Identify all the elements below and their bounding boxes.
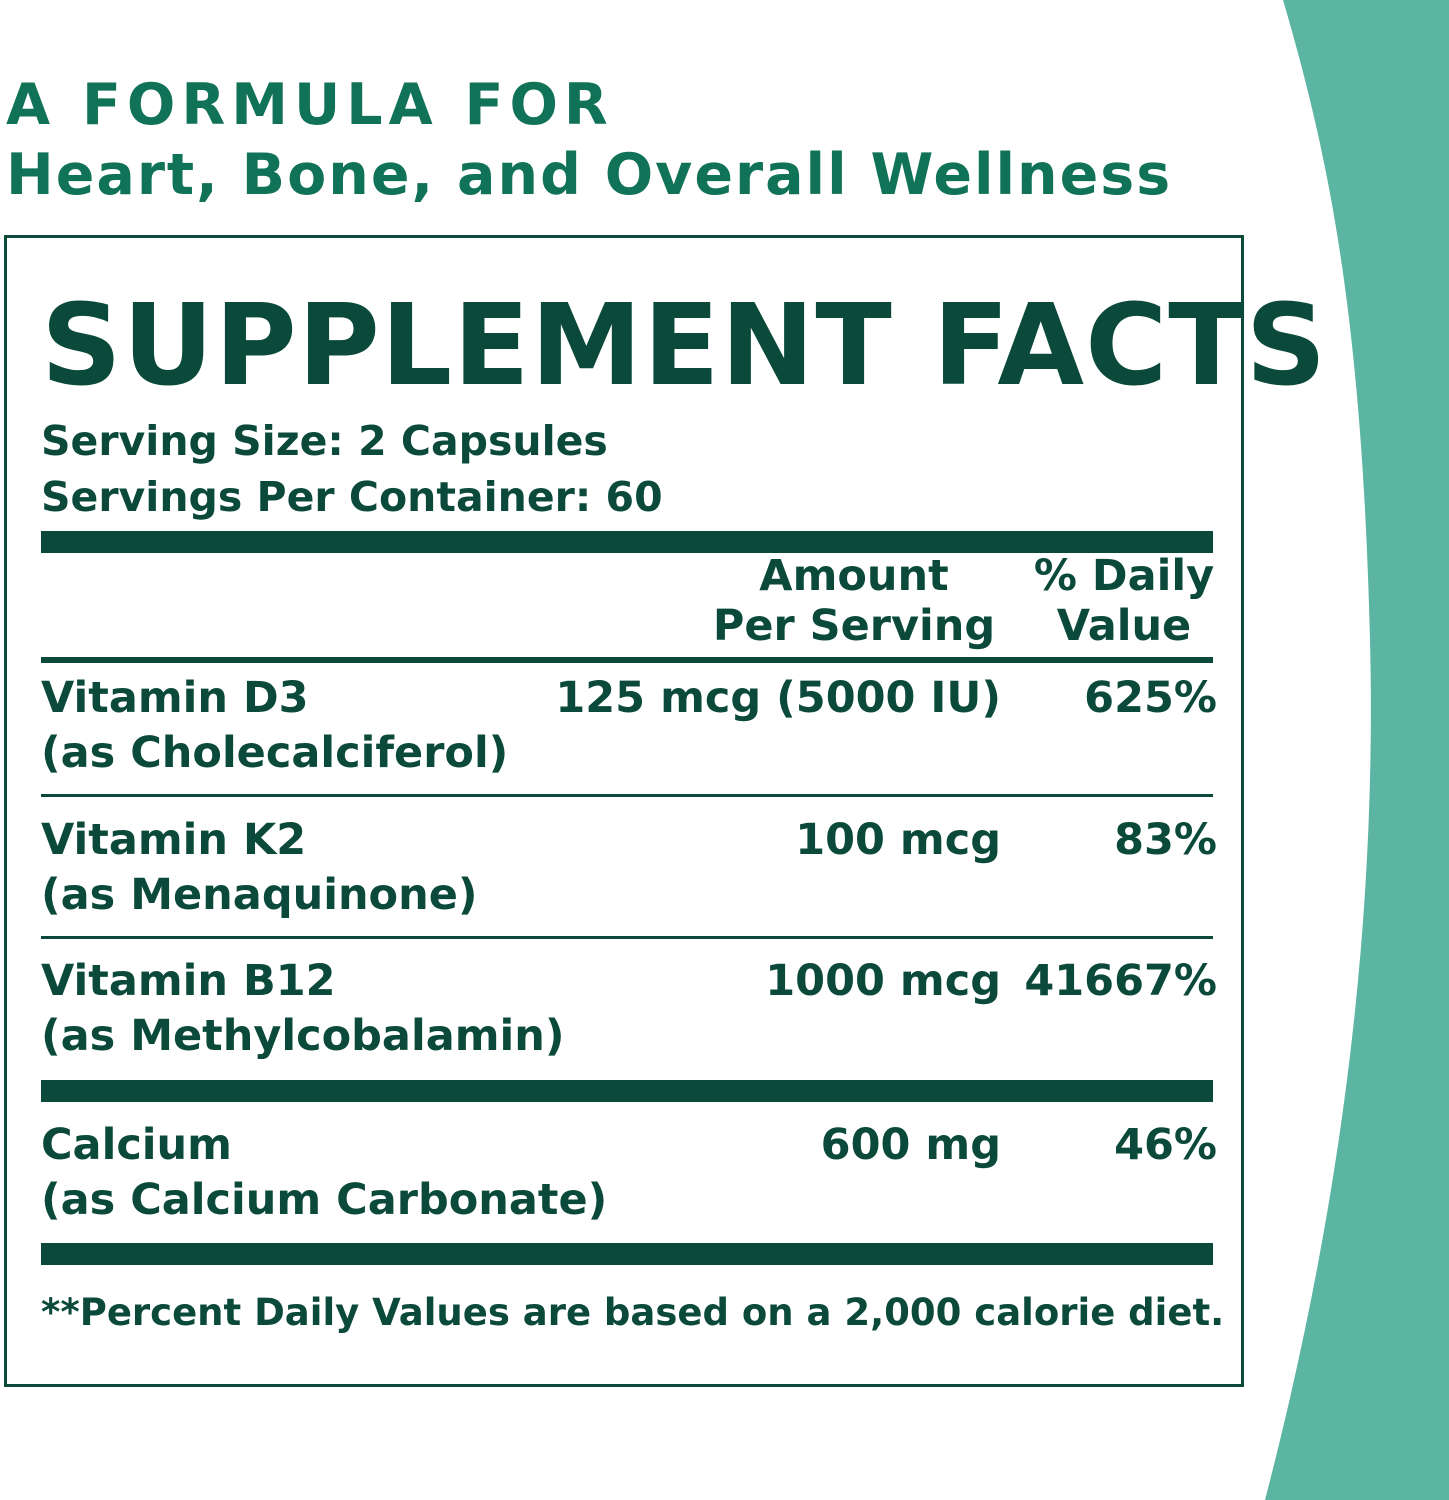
headline-line2: Heart, Bone, and Overall Wellness <box>6 142 1173 208</box>
nutrient-amount: 125 mcg (5000 IU) <box>555 673 1001 723</box>
nutrient-name: Vitamin D3 (as Cholecalciferol) <box>41 671 508 781</box>
nutrient-form: (as Menaquinone) <box>41 870 478 920</box>
column-header-amount: Amount Per Serving <box>709 551 999 651</box>
footnote: **Percent Daily Values are based on a 2,… <box>41 1291 1225 1334</box>
divider-row <box>41 794 1213 797</box>
nutrient-daily-value: 46% <box>1114 1120 1217 1170</box>
nutrient-name: Vitamin B12 (as Methylcobalamin) <box>41 954 565 1064</box>
divider-row <box>41 936 1213 939</box>
column-header-dv-line1: % Daily <box>1033 551 1215 601</box>
column-header-daily-value: % Daily Value <box>1029 551 1219 651</box>
nutrient-title: Calcium <box>41 1120 232 1170</box>
servings-per-container: Servings Per Container: 60 <box>41 473 663 521</box>
column-header-dv-line2: Value <box>1056 601 1192 651</box>
nutrient-row: Vitamin B12 (as Methylcobalamin) 1000 mc… <box>41 954 1217 1064</box>
headline: A FORMULA FOR Heart, Bone, and Overall W… <box>6 70 1172 210</box>
divider-header <box>41 657 1213 663</box>
divider-thick <box>41 1243 1213 1265</box>
nutrient-title: Vitamin D3 <box>41 673 309 723</box>
nutrient-form: (as Calcium Carbonate) <box>41 1175 608 1225</box>
nutrient-amount: 100 mcg <box>795 815 1001 865</box>
nutrient-name: Vitamin K2 (as Menaquinone) <box>41 813 478 923</box>
nutrient-daily-value: 41667% <box>1024 956 1217 1006</box>
column-header-amount-line2: Per Serving <box>712 601 996 651</box>
nutrient-title: Vitamin B12 <box>41 956 336 1006</box>
nutrient-row: Vitamin D3 (as Cholecalciferol) 125 mcg … <box>41 671 1217 781</box>
serving-size: Serving Size: 2 Capsules <box>41 417 608 465</box>
nutrient-row: Calcium (as Calcium Carbonate) 600 mg 46… <box>41 1118 1217 1228</box>
serving-info: Serving Size: 2 Capsules Servings Per Co… <box>41 413 663 525</box>
facts-title: SUPPLEMENT FACTS <box>41 281 1328 411</box>
headline-line1: A FORMULA FOR <box>6 72 614 138</box>
nutrient-form: (as Methylcobalamin) <box>41 1011 565 1061</box>
column-header-amount-line1: Amount <box>759 551 949 601</box>
nutrient-daily-value: 83% <box>1114 815 1217 865</box>
nutrient-daily-value: 625% <box>1084 673 1217 723</box>
nutrient-amount: 600 mg <box>820 1120 1001 1170</box>
nutrient-amount: 1000 mcg <box>765 956 1001 1006</box>
nutrient-title: Vitamin K2 <box>41 815 307 865</box>
nutrient-row: Vitamin K2 (as Menaquinone) 100 mcg 83% <box>41 813 1217 923</box>
nutrient-name: Calcium (as Calcium Carbonate) <box>41 1118 607 1228</box>
supplement-facts-panel: SUPPLEMENT FACTS Serving Size: 2 Capsule… <box>4 235 1326 1387</box>
divider-thick <box>41 1080 1213 1102</box>
divider-thick <box>41 531 1213 553</box>
nutrient-form: (as Cholecalciferol) <box>41 728 509 778</box>
